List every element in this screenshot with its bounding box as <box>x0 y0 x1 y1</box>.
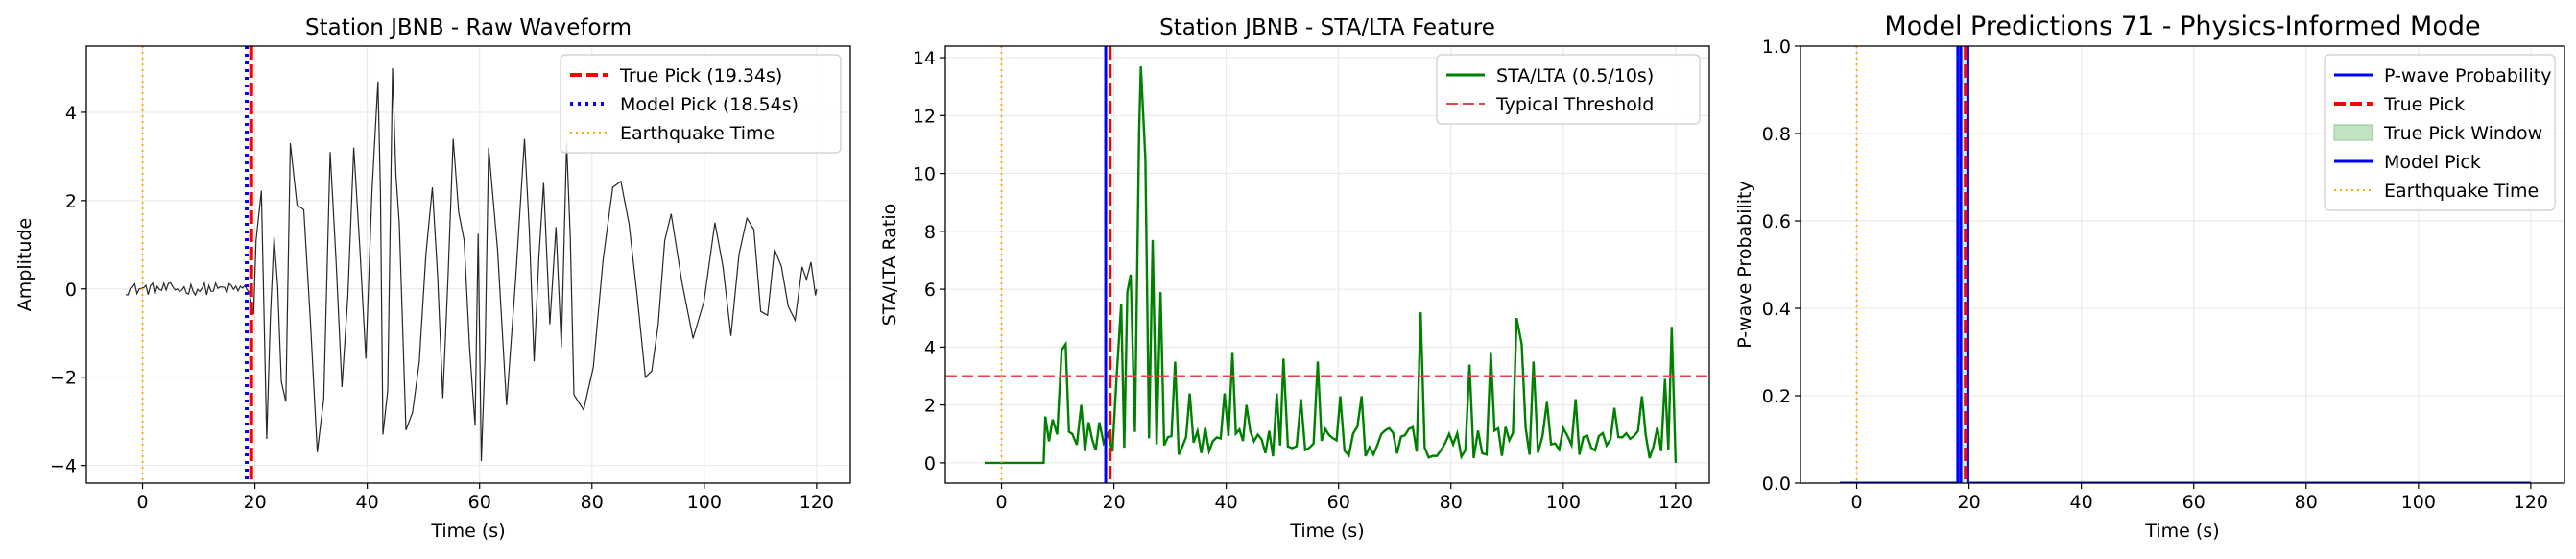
y-tick-label: 2 <box>65 191 77 212</box>
y-axis-label: P-wave Probability <box>1734 181 1755 349</box>
y-tick-label: −2 <box>50 368 77 389</box>
legend-label: Earthquake Time <box>620 123 775 144</box>
x-tick-label: 100 <box>2401 492 2436 513</box>
x-tick-label: 60 <box>1327 492 1350 513</box>
x-tick-label: 120 <box>1658 492 1693 513</box>
axes-frame <box>944 45 1710 484</box>
legend-label: Model Pick (18.54s) <box>620 94 799 115</box>
y-tick-label: 0.4 <box>1762 299 1791 320</box>
x-tick-label: 0 <box>1850 492 1862 513</box>
legend: True Pick (19.34s) Model Pick (18.54s) Ear… <box>560 54 842 154</box>
axes-frame <box>1800 45 2565 484</box>
y-tick-label: 0.2 <box>1762 386 1791 407</box>
x-tick-label: 40 <box>356 492 379 513</box>
x-tick-label: 60 <box>468 492 491 513</box>
legend-box <box>560 54 842 154</box>
y-tick-label: 0.6 <box>1762 211 1791 232</box>
y-axis-label: STA/LTA Ratio <box>879 204 900 327</box>
series-line-waveform <box>125 67 818 462</box>
x-axis-label: Time (s) <box>1289 521 1364 542</box>
x-tick-label: 20 <box>243 492 266 513</box>
x-tick-label: 0 <box>995 492 1007 513</box>
legend-box <box>1436 54 1701 125</box>
axes-frame <box>85 45 851 484</box>
series-line-sta-lta <box>985 66 1678 465</box>
y-tick-label: 6 <box>924 280 936 301</box>
legend: STA/LTA (0.5/10s) Typical Threshold <box>1436 54 1701 125</box>
chart-panel-2: 0 20 40 60 80 100 120 0 2 4 6 8 10 12 14 Station JBNB -… <box>879 15 1710 542</box>
y-tick-label: 14 <box>913 48 936 69</box>
plot-area <box>1839 46 2531 483</box>
y-tick-label: 0.0 <box>1762 474 1791 495</box>
y-tick-label: −4 <box>50 456 77 477</box>
y-tick-label: 2 <box>924 396 936 417</box>
y-tick-label: 8 <box>924 222 936 243</box>
chart-title: Station JBNB - Raw Waveform <box>305 15 632 40</box>
x-tick-label: 80 <box>2295 492 2318 513</box>
x-tick-label: 100 <box>687 492 722 513</box>
y-tick-label: 0 <box>924 453 936 474</box>
x-tick-label: 40 <box>1215 492 1238 513</box>
chart-title: Model Predictions 71 - Physics-Informed … <box>1884 12 2480 41</box>
legend: P-wave Probability True Pick True Pick Win… <box>2324 54 2556 211</box>
x-tick-label: 0 <box>136 492 148 513</box>
chart-panel-3: 0 20 40 60 80 100 120 0.0 0.2 0.4 0.6 0.8 1.0 Model P… <box>1734 12 2565 542</box>
x-tick-label: 40 <box>2070 492 2093 513</box>
x-tick-label: 100 <box>1546 492 1581 513</box>
chart-panel-1: 0 20 40 60 80 100 120 −4 −2 0 2 4 Station JBNB - Raw… <box>14 15 851 542</box>
x-tick-label: 80 <box>581 492 604 513</box>
x-tick-label: 60 <box>2182 492 2206 513</box>
y-tick-label: 12 <box>913 106 936 127</box>
x-axis-label: Time (s) <box>2144 521 2219 542</box>
plot-area <box>125 46 818 483</box>
true-pick-window <box>1957 46 1968 483</box>
y-tick-label: 0 <box>65 280 77 301</box>
legend-label: True Pick Window <box>2383 123 2542 144</box>
legend-label: Model Pick <box>2384 152 2481 173</box>
y-tick-label: 1.0 <box>1762 36 1791 58</box>
plot-area <box>945 46 1709 483</box>
x-tick-label: 20 <box>1102 492 1125 513</box>
x-axis-label: Time (s) <box>430 521 505 542</box>
legend-label: STA/LTA (0.5/10s) <box>1496 65 1654 86</box>
y-tick-label: 0.8 <box>1762 124 1791 145</box>
legend-label: True Pick <box>2383 94 2465 115</box>
y-tick-label: 4 <box>65 103 77 124</box>
chart-title: Station JBNB - STA/LTA Feature <box>1159 15 1495 40</box>
x-tick-label: 120 <box>799 492 834 513</box>
y-tick-label: 4 <box>924 337 936 358</box>
x-tick-label: 80 <box>1440 492 1463 513</box>
legend-label: P-wave Probability <box>2384 65 2552 86</box>
legend-label: Earthquake Time <box>2384 181 2539 202</box>
legend-label: True Pick (19.34s) <box>619 65 782 86</box>
legend-swatch <box>2333 124 2373 141</box>
y-tick-label: 10 <box>913 164 936 185</box>
x-tick-label: 20 <box>1957 492 1980 513</box>
legend-label: Typical Threshold <box>1495 94 1654 115</box>
y-axis-label: Amplitude <box>14 218 36 311</box>
legend-box <box>2324 54 2556 211</box>
x-tick-label: 120 <box>2514 492 2548 513</box>
